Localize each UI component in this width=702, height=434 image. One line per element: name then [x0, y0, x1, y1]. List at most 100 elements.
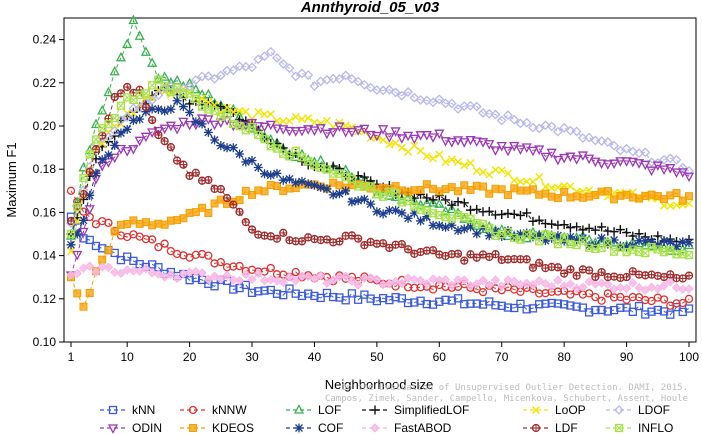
point-knnw	[291, 267, 300, 277]
point-cof	[634, 236, 644, 246]
point-cof	[216, 141, 226, 151]
point-kdeos	[273, 181, 281, 190]
point-ldof	[278, 58, 289, 69]
point-loop	[660, 201, 669, 210]
point-cof	[297, 176, 307, 186]
point-knn	[354, 295, 363, 304]
point-loop	[223, 103, 232, 112]
point-ldf	[191, 168, 200, 177]
point-kdeos	[603, 187, 612, 196]
point-knnw	[647, 296, 656, 306]
point-fastabod	[534, 276, 544, 286]
y-tick-label-6: 0.22	[33, 76, 57, 90]
point-ldof	[353, 76, 364, 87]
point-ldf	[397, 239, 406, 249]
point-ldf	[85, 167, 94, 177]
point-knn	[653, 305, 662, 315]
point-lof	[115, 51, 127, 62]
x-tick-label-7: 70	[495, 350, 509, 364]
point-inflo	[578, 236, 588, 245]
point-simplifiedlof	[359, 172, 369, 182]
point-kdeos	[553, 194, 562, 203]
point-lof	[596, 237, 607, 248]
point-cof	[447, 220, 457, 230]
point-inflo	[191, 94, 200, 103]
point-cof	[185, 107, 195, 117]
point-odin	[346, 127, 357, 138]
point-ldf	[572, 271, 581, 280]
point-ldf	[472, 253, 481, 262]
point-knn	[491, 301, 500, 310]
point-ldof	[259, 51, 270, 62]
point-odin	[328, 128, 339, 138]
point-odin	[128, 145, 139, 155]
point-fastabod	[209, 271, 220, 281]
point-loop	[460, 161, 469, 170]
y-tick-label-4: 0.18	[33, 162, 57, 176]
point-lof	[103, 86, 114, 97]
point-simplifiedlof	[547, 219, 557, 229]
point-kdeos	[204, 208, 213, 217]
point-fastabod	[415, 275, 426, 286]
point-knn	[435, 297, 444, 306]
point-knn	[91, 241, 101, 251]
point-ldof	[640, 147, 651, 158]
point-ldf	[535, 258, 544, 268]
point-loop	[291, 112, 300, 121]
point-ldf	[166, 143, 176, 152]
plot-area	[65, 14, 695, 319]
point-knn	[254, 287, 263, 296]
point-fastabod	[628, 278, 638, 288]
point-loop	[304, 114, 313, 123]
point-loop	[472, 166, 481, 175]
point-knnw	[104, 218, 113, 227]
point-knn	[347, 289, 357, 298]
point-loop	[67, 247, 75, 256]
point-ldof	[503, 110, 513, 121]
point-cof	[316, 182, 326, 192]
point-odin	[384, 133, 395, 143]
point-cof	[540, 236, 550, 246]
point-fastabod	[128, 266, 139, 276]
point-odin	[109, 153, 120, 164]
point-ldf	[297, 237, 307, 246]
legend-item-ldf: LDF	[523, 421, 578, 434]
point-fastabod	[422, 279, 432, 289]
point-fastabod	[241, 269, 251, 279]
point-lof	[203, 88, 214, 99]
point-ldf	[597, 267, 606, 277]
point-knn	[541, 299, 550, 308]
point-cof	[659, 236, 669, 246]
point-knnw	[216, 257, 225, 267]
point-cof	[359, 194, 369, 204]
point-loop	[447, 155, 456, 164]
point-simplifiedlof	[565, 223, 575, 233]
point-cof	[403, 213, 413, 223]
point-ldof	[147, 95, 158, 106]
point-ldof	[334, 74, 345, 84]
point-odin	[290, 127, 301, 137]
point-ldof	[403, 87, 414, 97]
point-odin	[534, 145, 545, 155]
point-fastabod	[353, 280, 363, 290]
point-simplifiedlof	[422, 193, 432, 203]
point-ldof	[346, 73, 357, 84]
point-inflo	[366, 182, 375, 191]
point-cof	[72, 229, 82, 239]
point-inflo	[222, 110, 232, 119]
point-fastabod	[85, 261, 95, 271]
point-fastabod	[228, 275, 239, 285]
point-odin	[159, 124, 170, 135]
point-odin	[596, 159, 607, 169]
point-fastabod	[484, 280, 494, 290]
point-ldof	[359, 79, 370, 90]
point-loop	[435, 150, 444, 159]
point-knn	[316, 293, 325, 303]
point-cof	[672, 241, 682, 251]
point-fastabod	[546, 282, 557, 292]
point-cof	[122, 124, 132, 134]
point-kdeos	[191, 208, 200, 217]
point-ldf	[154, 130, 163, 140]
point-knn	[535, 300, 544, 309]
point-cof	[166, 104, 176, 114]
